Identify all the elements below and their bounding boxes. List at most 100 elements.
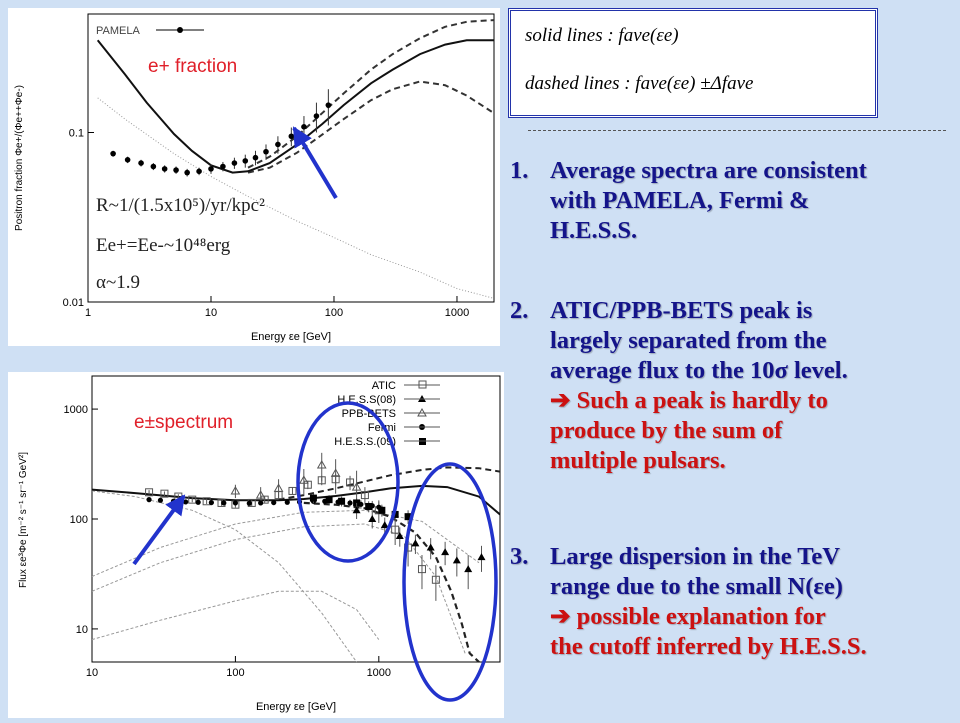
point-line: range due to the small N(εe) bbox=[550, 573, 843, 600]
point-line-red: produce by the sum of bbox=[550, 417, 783, 444]
pamela-point bbox=[150, 163, 157, 170]
x-tick-label: 100 bbox=[226, 667, 244, 679]
solid-curve bbox=[96, 39, 494, 174]
point-line-red: ➔ Such a peak is hardly to bbox=[550, 387, 828, 414]
pamela-point bbox=[288, 133, 295, 140]
fermi-point bbox=[246, 500, 252, 506]
pamela-point bbox=[263, 148, 269, 155]
pulsar-curve bbox=[91, 490, 358, 663]
hess09-point bbox=[404, 513, 412, 521]
legend-entry-hess09: H.E.S.S.(09) bbox=[334, 436, 396, 448]
fermi-point bbox=[146, 497, 152, 503]
atic-point bbox=[391, 525, 400, 534]
x-axis-title: Energy εe [GeV] bbox=[256, 701, 336, 713]
legend-entry-ppb-bets: PPB-BETS bbox=[342, 408, 396, 420]
point-number: 3. bbox=[510, 543, 529, 570]
point-line: average flux to the 10σ level. bbox=[550, 357, 848, 384]
x-tick-label: 1000 bbox=[367, 667, 391, 679]
pamela-point bbox=[275, 141, 281, 148]
solid-lines-text: solid lines : fave(εe) bbox=[525, 25, 679, 46]
positron-fraction-label: e+ fraction bbox=[148, 56, 237, 77]
point-number: 2. bbox=[510, 297, 529, 324]
ppb-bets-point bbox=[330, 468, 341, 477]
point-line: Large dispersion in the TeV bbox=[550, 543, 840, 570]
hess09-point bbox=[309, 494, 317, 502]
y-tick-label: 100 bbox=[70, 514, 88, 526]
pamela-point bbox=[184, 169, 190, 176]
ppb-bets-point bbox=[351, 482, 362, 491]
x-tick-label: 100 bbox=[325, 307, 343, 319]
fermi-point bbox=[347, 500, 353, 506]
pamela-point bbox=[242, 158, 249, 164]
fermi-point bbox=[208, 499, 214, 506]
point-number: 1. bbox=[510, 157, 529, 184]
atic-point bbox=[303, 480, 312, 489]
x-axis-title: Energy εe [GeV] bbox=[251, 331, 331, 343]
atic-peak-ellipse bbox=[296, 401, 400, 563]
hess09-point bbox=[365, 502, 373, 510]
y-tick-label: 10 bbox=[76, 624, 88, 636]
y-tick-label: 0.1 bbox=[69, 127, 84, 139]
fermi-point bbox=[183, 499, 189, 505]
pamela-point bbox=[196, 168, 202, 175]
ppb-bets-point bbox=[298, 475, 309, 484]
hess09-point bbox=[338, 497, 346, 505]
x-tick-label: 1 bbox=[85, 307, 91, 319]
point-text: ATIC/PPB-BETS peak is largely separated … bbox=[550, 296, 848, 476]
arrow-pointer bbox=[132, 494, 186, 566]
y-axis-title: Positron fraction Φe+/(Φe++Φe-) bbox=[14, 85, 25, 231]
y-tick-label: 0.01 bbox=[63, 297, 84, 309]
electron-spectrum-panel: 10 100 1000 1000 100 10 ATIC H.E.S.S(08) PPB-… bbox=[8, 372, 504, 718]
atic-point bbox=[288, 486, 297, 495]
x-tick-label: 1000 bbox=[445, 307, 469, 319]
energy-text: Ee+=Ee-~10⁴⁸erg bbox=[96, 235, 231, 256]
ppb-bets-point bbox=[230, 485, 241, 495]
x-tick-label: 10 bbox=[86, 667, 98, 679]
pulsar-rate-text: R~1/(1.5x10⁵)/yr/kpc² bbox=[96, 195, 265, 216]
legend-entry-atic: ATIC bbox=[372, 380, 396, 392]
electron-spectrum-chart: 10 100 1000 1000 100 10 ATIC H.E.S.S(08) PPB-… bbox=[18, 375, 501, 713]
fermi-point bbox=[157, 497, 164, 503]
atic-point bbox=[360, 491, 369, 500]
dashed-curve-lower bbox=[303, 501, 480, 663]
atic-point bbox=[160, 489, 169, 498]
hess08-point bbox=[426, 543, 435, 551]
point-text: Large dispersion in the TeV range due to… bbox=[550, 542, 867, 662]
fermi-point bbox=[284, 499, 290, 505]
hess08-point bbox=[411, 539, 420, 547]
hess08-point bbox=[352, 506, 361, 514]
pamela-point bbox=[252, 154, 259, 161]
dashed-curve-upper bbox=[247, 19, 495, 169]
ppb-bets-point bbox=[255, 490, 266, 499]
x-tick-label: 10 bbox=[205, 307, 217, 319]
ppb-bets-point bbox=[316, 459, 327, 469]
dashed-separator bbox=[528, 130, 946, 131]
pamela-point bbox=[208, 166, 214, 172]
point-line: largely separated from the bbox=[550, 327, 827, 354]
hess09-point bbox=[378, 506, 386, 514]
y-axis-title: Flux εe³Φe [m⁻² s⁻¹ sr⁻¹ GeV²] bbox=[18, 452, 29, 588]
hess08-point bbox=[464, 565, 473, 573]
background-curve bbox=[97, 97, 495, 299]
plot-frame bbox=[87, 13, 495, 303]
pamela-point bbox=[231, 160, 238, 166]
dashed-curve-lower bbox=[247, 80, 495, 174]
pamela-point bbox=[110, 150, 116, 157]
alpha-text: α~1.9 bbox=[96, 272, 140, 293]
pamela-point bbox=[220, 163, 226, 170]
atic-point bbox=[260, 495, 269, 504]
point-line: Average spectra are consistent bbox=[550, 157, 867, 184]
fermi-point bbox=[221, 500, 227, 506]
legend-entry-fermi: Fermi bbox=[368, 422, 396, 434]
pulsar-curve bbox=[91, 509, 480, 577]
point-line-red: ➔ possible explanation for bbox=[550, 603, 826, 630]
atic-point bbox=[346, 478, 355, 487]
dashed-curve-upper bbox=[278, 466, 501, 501]
hess09-point bbox=[325, 496, 333, 504]
pamela-point bbox=[301, 124, 307, 130]
ppb-bets-point bbox=[273, 483, 284, 492]
electron-spectrum-label: e±spectrum bbox=[134, 412, 233, 433]
pamela-point bbox=[325, 102, 332, 108]
point-line-red: multiple pulsars. bbox=[550, 447, 726, 474]
fermi-point bbox=[232, 500, 239, 506]
